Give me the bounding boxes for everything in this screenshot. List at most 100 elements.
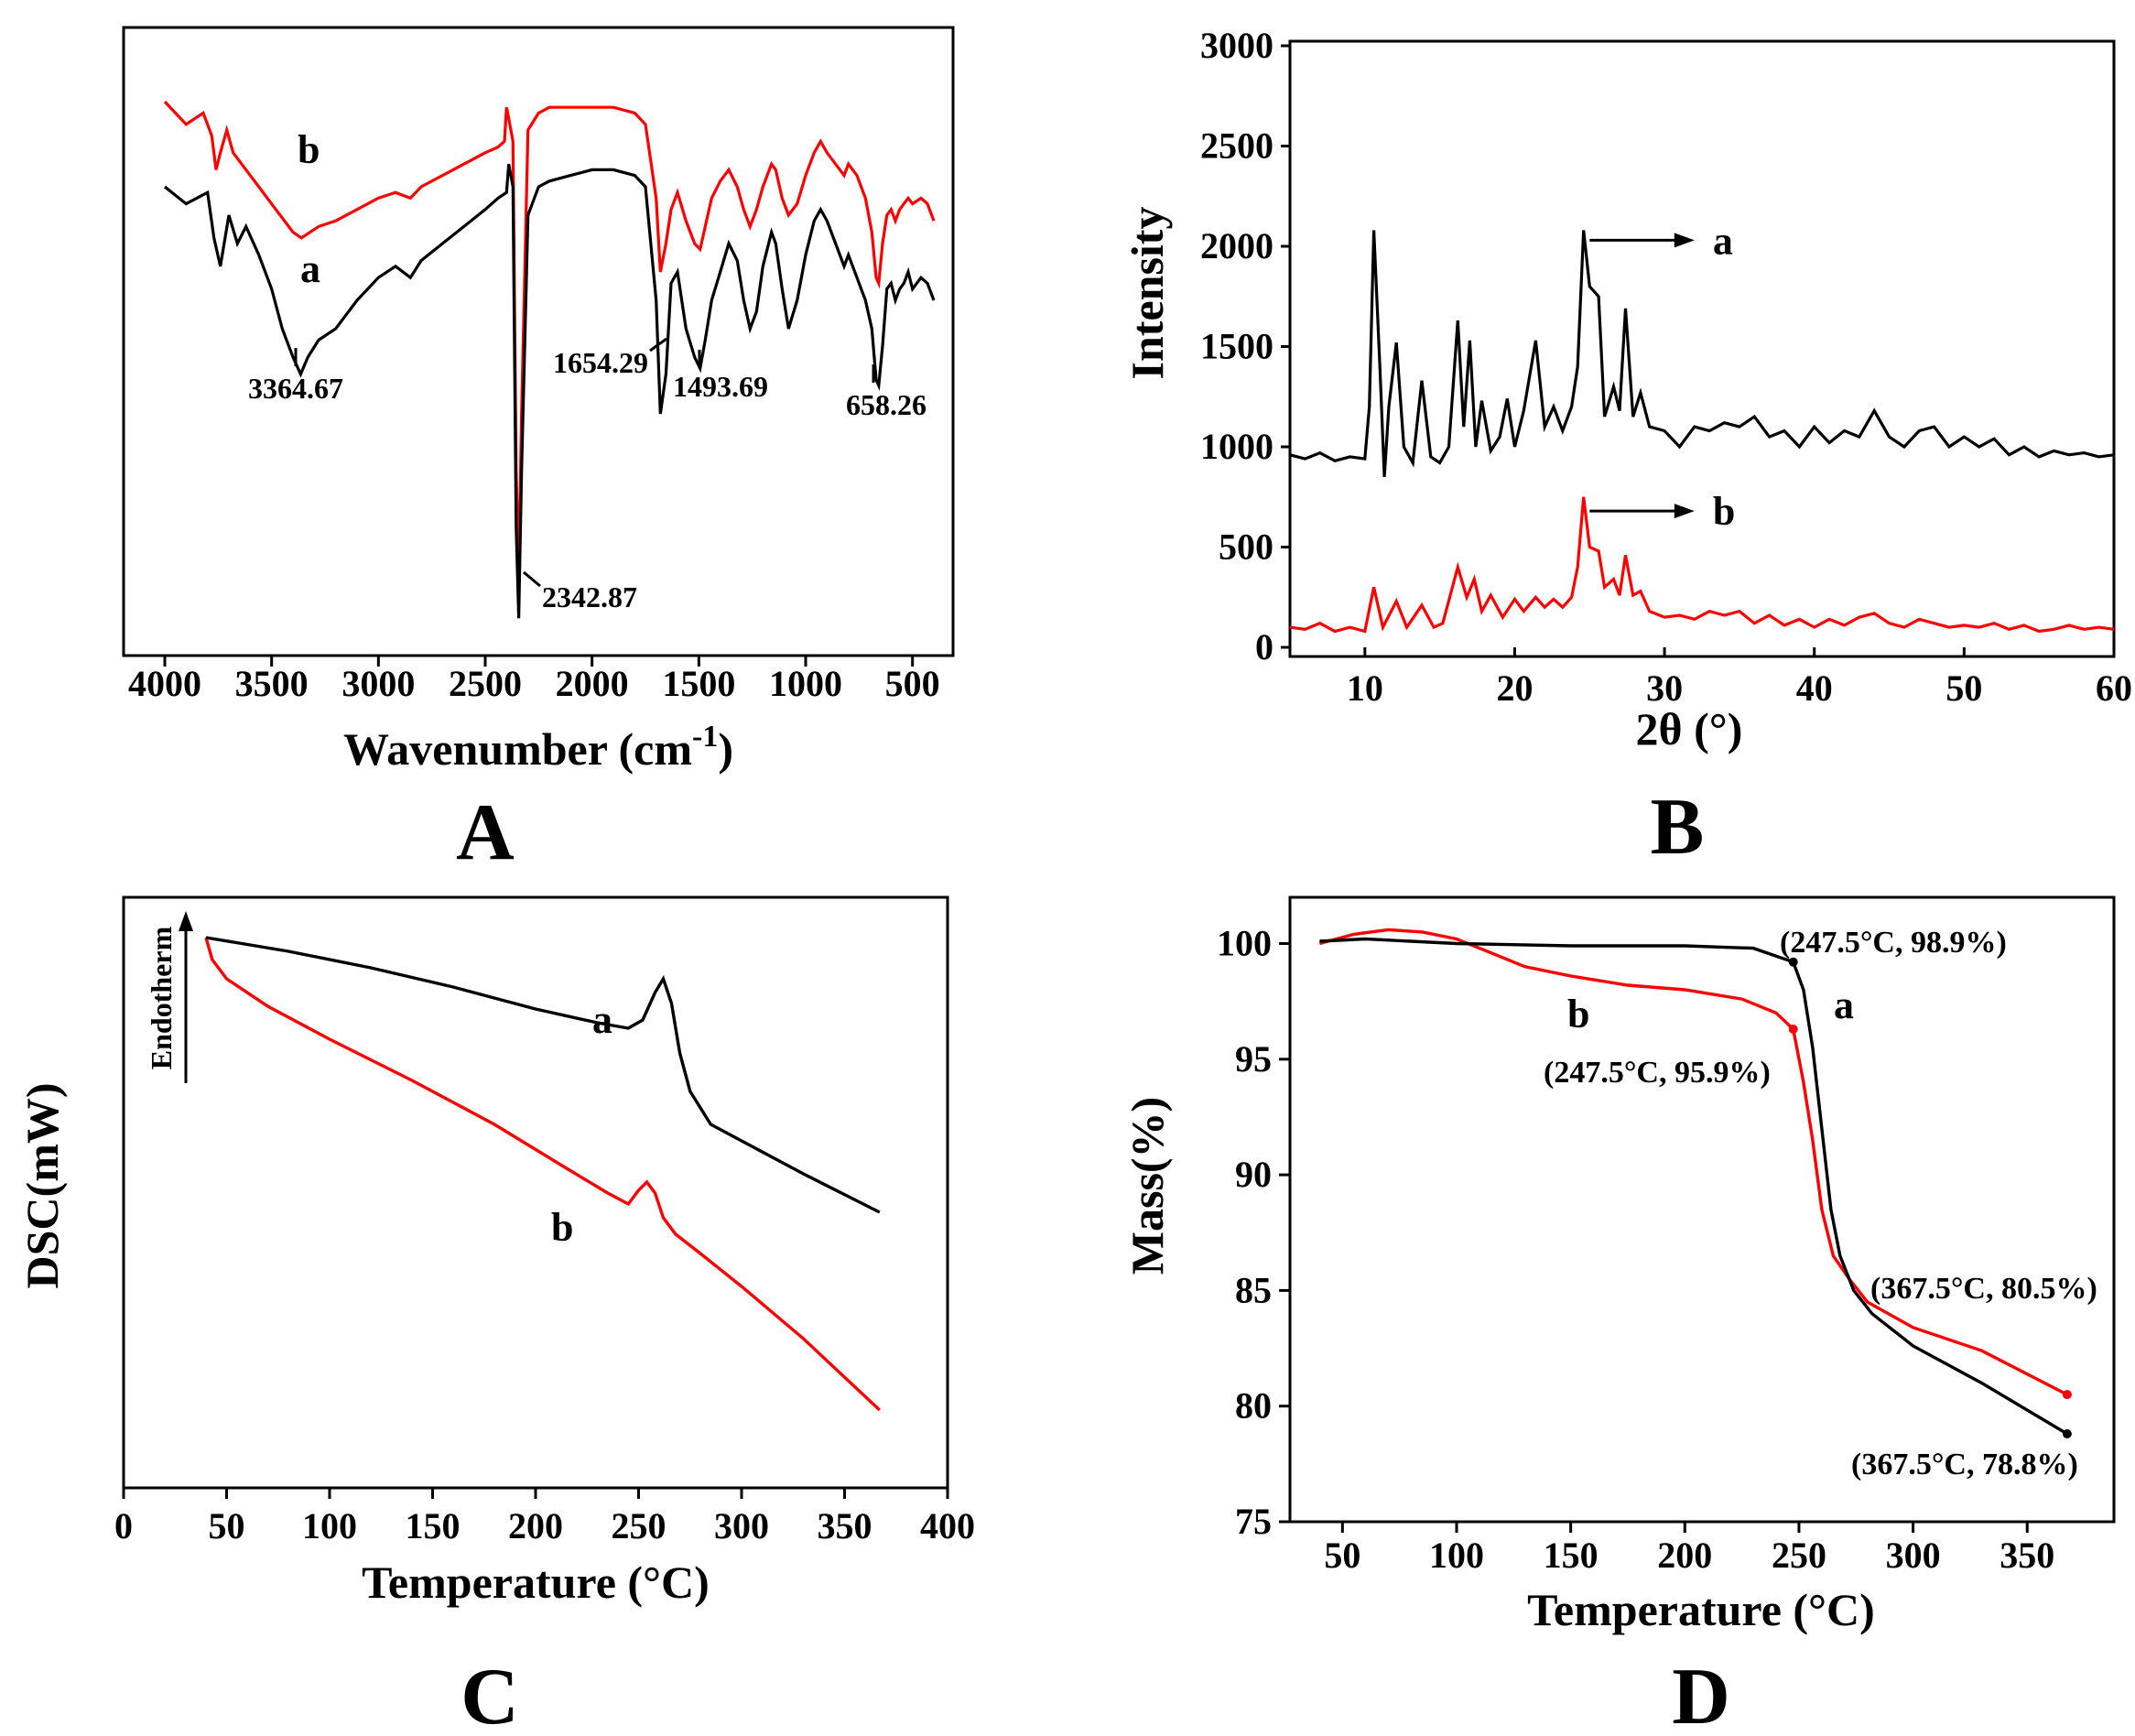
panel-a-ftir-chart: 4000 3500 3000 2500 2000 1500 1000 500 b a 3364…: [122, 26, 955, 877]
panel-b-x-tick-label: 10: [1347, 667, 1383, 709]
annotation-1494-label: 1493.69: [673, 370, 768, 403]
panel-b-x-tick-label: 30: [1646, 667, 1683, 709]
panel-b-y-tick-label: 1500: [1200, 326, 1273, 367]
panel-d-series-a-line: [1319, 937, 2068, 1436]
panel-c-series-a-label: a: [592, 997, 612, 1042]
panel-c-x-tick-label: 350: [818, 1505, 872, 1546]
annotation-1654-label: 1654.29: [553, 346, 648, 379]
annotation-658-label: 658.26: [846, 388, 927, 421]
panel-a-letter: A: [456, 788, 515, 877]
panel-b-x-tick-label: 50: [1945, 667, 1982, 709]
panel-c-series-a-line: [205, 936, 881, 1214]
annotation-2342-label: 2342.87: [542, 580, 637, 613]
panel-d-marker-point: [2062, 1390, 2072, 1400]
panel-a-x-tick-label: 3000: [341, 663, 415, 704]
endotherm-arrow-head: [179, 911, 193, 931]
panel-d-x-tick-label: 50: [1324, 1535, 1360, 1576]
panel-c-x-tick-label: 150: [406, 1505, 461, 1546]
panel-c-series-b-label: b: [551, 1205, 573, 1250]
panel-b-arrow-b: [1589, 504, 1695, 519]
panel-a-series-a-line: [164, 163, 936, 619]
panel-d-x-tick-label: 250: [1772, 1535, 1826, 1576]
panel-d-x-tick-label: 350: [2000, 1535, 2054, 1576]
panel-d-letter: D: [1672, 1653, 1730, 1736]
panel-b-y-tick-label: 3000: [1200, 25, 1273, 66]
panel-d-y-tick-label: 100: [1217, 923, 1272, 964]
panel-a-x-tick-label: 2000: [556, 663, 629, 704]
panel-c-plot-frame: [122, 895, 949, 1490]
panel-c-series-b-line: [204, 937, 881, 1412]
panel-a-series-a-label: a: [300, 246, 320, 291]
panel-b-series-b-label: b: [1713, 489, 1735, 534]
panel-a-x-ticks: [163, 656, 915, 667]
panel-d-plot-frame: [1288, 895, 2116, 1524]
panel-d-series-a-label: a: [1834, 982, 1854, 1027]
panel-a-x-tick-label: 500: [885, 663, 940, 704]
panel-d-x-axis-title: Temperature (°C): [1527, 1584, 1875, 1635]
annotation-2342-leader: [523, 570, 541, 588]
panel-b-series-b-line: [1289, 496, 2115, 634]
panel-d-x-tick-label: 100: [1429, 1535, 1484, 1576]
panel-d-marker-point: [2062, 1429, 2072, 1439]
annotation-247-98-label: (247.5°C, 98.9%): [1780, 926, 2007, 960]
panel-d-marker-point: [1788, 957, 1798, 967]
panel-d-y-tick-labels: 75 80 85 90 95 100: [1217, 923, 1272, 1542]
panel-b-y-ticks: [1281, 44, 1290, 649]
panel-c-x-ticks: [122, 1488, 949, 1499]
panel-b-letter: B: [1651, 783, 1705, 872]
panel-b-x-ticks: [1363, 647, 2116, 656]
panel-d-x-tick-label: 300: [1886, 1535, 1941, 1576]
panel-b-y-tick-label: 2500: [1200, 125, 1273, 167]
panel-a-x-tick-labels: 4000 3500 3000 2500 2000 1500 1000 500: [128, 663, 940, 704]
panel-d-y-ticks: [1279, 942, 1290, 1524]
panel-c-x-tick-label: 400: [920, 1505, 975, 1546]
panel-b-y-tick-label: 0: [1255, 626, 1273, 667]
panel-b-y-tick-labels: 0 500 1000 1500 2000 2500 3000: [1200, 25, 1273, 667]
panel-c-x-tick-label: 100: [302, 1505, 357, 1546]
panel-a-series-b-label: b: [298, 127, 320, 172]
panel-a-x-axis-title-close: ): [718, 723, 733, 775]
panel-d-x-tick-label: 200: [1657, 1535, 1712, 1576]
panel-c-letter: C: [461, 1653, 519, 1736]
panel-b-plot-frame: [1288, 39, 2116, 658]
annotation-247-95-label: (247.5°C, 95.9%): [1544, 1056, 1771, 1090]
panel-a-x-tick-label: 1500: [662, 663, 735, 704]
panel-a-x-tick-label: 3500: [235, 663, 309, 704]
panel-c-x-tick-label: 0: [114, 1505, 133, 1546]
panel-b-series-a-line: [1289, 230, 2115, 478]
endotherm-label: Endotherm: [145, 926, 178, 1069]
panel-b-x-tick-label: 20: [1496, 667, 1533, 709]
panel-c-x-tick-label: 300: [714, 1505, 769, 1546]
panel-d-marker-points: [1788, 957, 2072, 1439]
panel-b-x-tick-label: 60: [2096, 667, 2132, 709]
annotation-3364-label: 3364.67: [248, 372, 343, 405]
panel-a-x-tick-label: 1000: [769, 663, 842, 704]
panel-a-series-b-line: [163, 100, 936, 573]
annotation-367-80-label: (367.5°C, 80.5%): [1870, 1272, 2097, 1306]
panel-b-arrow-b-head: [1674, 504, 1695, 519]
panel-b-arrow-a: [1589, 233, 1695, 248]
panel-b-y-axis-title: Intensity: [1122, 207, 1173, 380]
panel-b-y-tick-label: 1000: [1200, 426, 1273, 467]
panel-d-marker-point: [1788, 1024, 1798, 1034]
panel-c-x-axis-title: Temperature (°C): [362, 1557, 710, 1608]
panel-b-y-tick-label: 2000: [1200, 225, 1273, 266]
panel-d-y-tick-label: 90: [1235, 1154, 1272, 1195]
annotation-367-78-label: (367.5°C, 78.8%): [1851, 1448, 2078, 1481]
panel-b-x-axis-title: 2θ (°): [1636, 703, 1743, 754]
panel-a-x-axis-title-main: Wavenumber (cm: [343, 723, 692, 775]
panel-b-arrow-a-head: [1674, 233, 1695, 248]
panel-d-y-tick-label: 80: [1235, 1385, 1272, 1427]
panel-a-x-axis-title: Wavenumber (cm-1): [343, 720, 733, 775]
panel-b-x-tick-label: 40: [1796, 667, 1833, 709]
panel-b-x-tick-labels: 10 20 30 40 50 60: [1347, 667, 2132, 709]
panel-c-dsc-chart: 0 50 100 150 200 250 300 350 400 a b Endotherm T…: [16, 895, 975, 1736]
panel-a-plot-frame: [122, 26, 955, 657]
annotation-1654-leader: [649, 337, 667, 353]
panel-d-series-b-line: [1318, 928, 2068, 1396]
panel-d-y-tick-label: 95: [1235, 1038, 1272, 1080]
panel-c-x-tick-labels: 0 50 100 150 200 250 300 350 400: [114, 1505, 975, 1546]
panel-d-x-tick-label: 150: [1544, 1535, 1599, 1576]
